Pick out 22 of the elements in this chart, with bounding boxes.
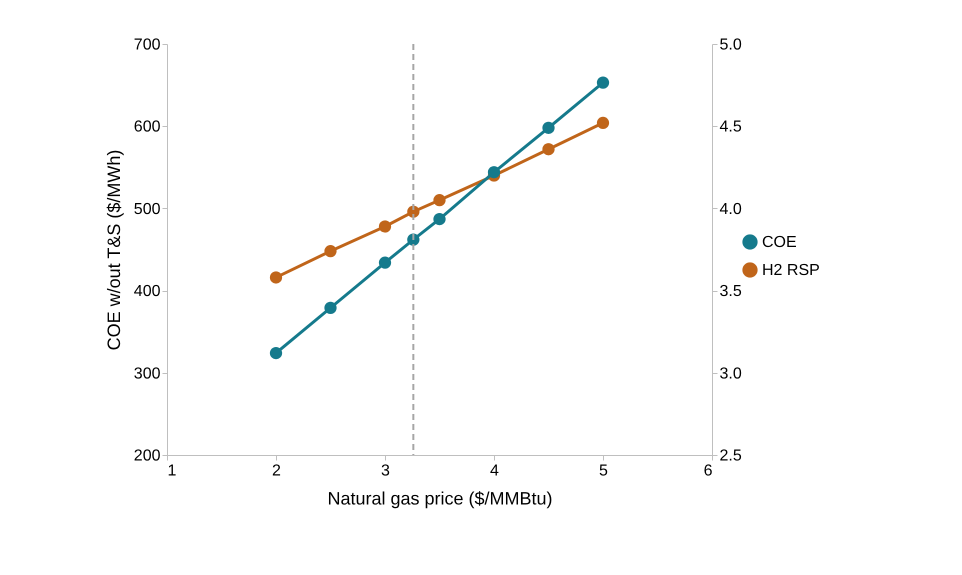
x-tick-label: 2 <box>272 462 282 480</box>
legend-label: H2 RSP <box>762 262 820 279</box>
y2-tick-label: 3.5 <box>720 283 742 300</box>
y2-tick-label: 4.0 <box>720 200 742 218</box>
x-axis-title: Natural gas price ($/MMBtu) <box>327 488 553 508</box>
y-tick-label: 600 <box>134 118 161 136</box>
x-tick-label: 5 <box>599 462 608 480</box>
y2-tick-label: 4.5 <box>720 118 742 136</box>
y2-tick-label: 3.0 <box>720 365 742 382</box>
y-tick-label: 400 <box>134 283 161 300</box>
x-tick-label: 1 <box>168 462 176 480</box>
x-tick-label: 3 <box>381 462 390 480</box>
x-tick-label: 6 <box>704 462 713 480</box>
y-tick-label: 700 <box>134 36 161 54</box>
x-tick-label: 4 <box>490 462 500 480</box>
y2-tick-label: 2.5 <box>720 448 742 464</box>
y-tick-label: 200 <box>134 448 161 464</box>
y-tick-label: 300 <box>134 365 161 382</box>
y-axis-title: COE w/out T&S ($/MWh) <box>104 150 124 350</box>
y-tick-label: 500 <box>134 200 161 218</box>
y2-tick-label: 5.0 <box>720 36 742 54</box>
legend-label: COE <box>762 234 797 251</box>
